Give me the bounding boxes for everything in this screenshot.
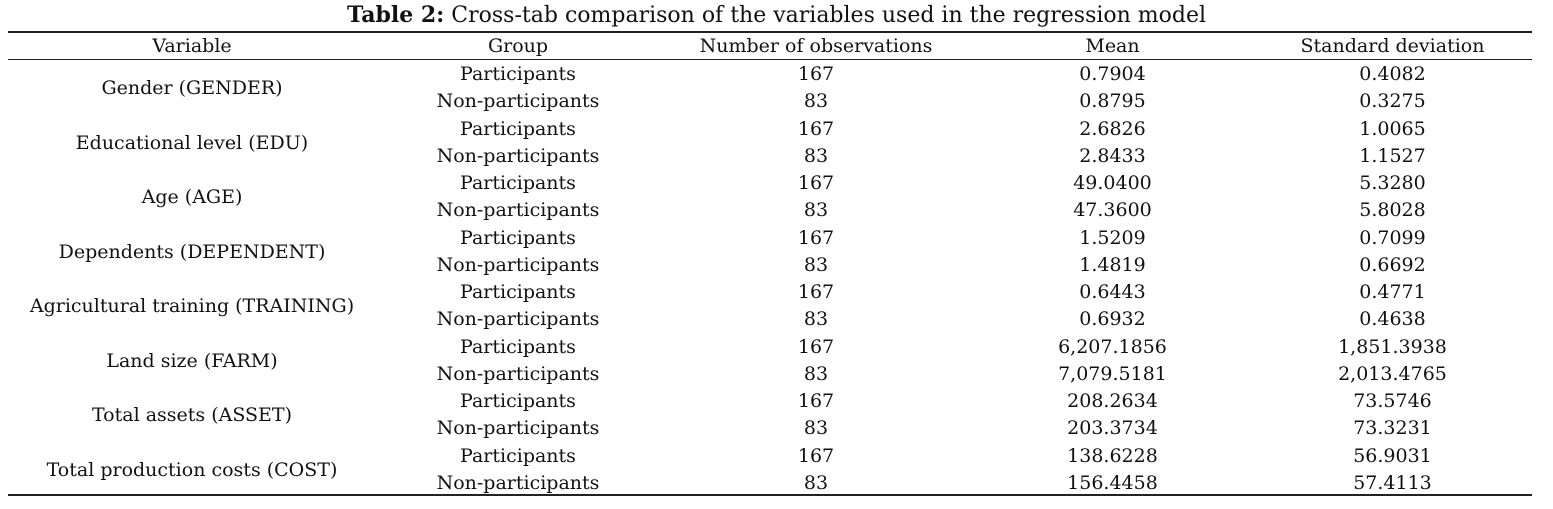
mean-cell: 47.3600 bbox=[1073, 199, 1152, 221]
column-header-observations: Number of observations bbox=[699, 35, 933, 57]
table-header-rule bbox=[8, 59, 1532, 60]
sd-cell: 1.1527 bbox=[1359, 144, 1426, 167]
observations-cell: 167 bbox=[797, 226, 835, 249]
group-cell: Participants bbox=[460, 117, 576, 140]
table-caption-text: Cross-tab comparison of the variables us… bbox=[451, 3, 1207, 28]
mean-cell: 0.6932 bbox=[1079, 308, 1146, 330]
group-cell: Non-participants bbox=[436, 90, 600, 112]
group-cell: Non-participants bbox=[436, 144, 600, 167]
group-cell: Participants bbox=[460, 172, 576, 194]
mean-cell: 0.7904 bbox=[1079, 63, 1146, 85]
mean-cell: 0.6443 bbox=[1079, 281, 1146, 303]
sd-cell: 5.8028 bbox=[1359, 199, 1426, 221]
mean-cell: 7,079.5181 bbox=[1058, 362, 1167, 385]
group-cell: Non-participants bbox=[436, 308, 600, 330]
variable-name: Age (AGE) bbox=[141, 186, 243, 208]
sd-cell: 0.4771 bbox=[1359, 281, 1426, 303]
group-cell: Participants bbox=[460, 335, 576, 358]
mean-cell: 138.6228 bbox=[1067, 444, 1158, 467]
sd-cell: 57.4113 bbox=[1353, 471, 1432, 494]
observations-cell: 167 bbox=[797, 63, 835, 85]
observations-cell: 83 bbox=[803, 144, 829, 167]
observations-cell: 167 bbox=[797, 444, 835, 467]
column-header-variable: Variable bbox=[152, 35, 232, 57]
group-cell: Non-participants bbox=[436, 362, 600, 385]
table-caption-label: Table 2: bbox=[346, 2, 445, 28]
observations-cell: 83 bbox=[803, 471, 829, 494]
observations-cell: 83 bbox=[803, 253, 829, 276]
variable-name: Educational level (EDU) bbox=[75, 131, 309, 154]
mean-cell: 2.8433 bbox=[1079, 144, 1146, 167]
column-header-sd: Standard deviation bbox=[1300, 35, 1485, 57]
observations-cell: 167 bbox=[797, 281, 835, 303]
table-caption: Table 2: Cross-tab comparison of the var… bbox=[0, 0, 1553, 30]
variable-name: Agricultural training (TRAINING) bbox=[29, 295, 355, 317]
group-cell: Participants bbox=[460, 226, 576, 249]
sd-cell: 0.6692 bbox=[1359, 253, 1426, 276]
group-cell: Non-participants bbox=[436, 253, 600, 276]
observations-cell: 83 bbox=[803, 362, 829, 385]
mean-cell: 208.2634 bbox=[1067, 390, 1158, 412]
mean-cell: 2.6826 bbox=[1079, 117, 1146, 140]
sd-cell: 0.3275 bbox=[1359, 90, 1426, 112]
column-header-group: Group bbox=[487, 35, 549, 57]
variable-name: Total production costs (COST) bbox=[46, 458, 338, 481]
table-bottom-rule bbox=[8, 494, 1532, 496]
observations-cell: 167 bbox=[797, 335, 835, 358]
sd-cell: 2,013.4765 bbox=[1338, 362, 1447, 385]
group-cell: Participants bbox=[460, 444, 576, 467]
sd-cell: 1,851.3938 bbox=[1338, 335, 1447, 358]
group-cell: Non-participants bbox=[436, 199, 600, 221]
observations-cell: 83 bbox=[803, 90, 829, 112]
mean-cell: 6,207.1856 bbox=[1058, 335, 1167, 358]
observations-cell: 167 bbox=[797, 390, 835, 412]
group-cell: Non-participants bbox=[436, 471, 600, 494]
observations-cell: 167 bbox=[797, 172, 835, 194]
group-cell: Participants bbox=[460, 281, 576, 303]
variable-name: Gender (GENDER) bbox=[101, 77, 283, 99]
group-cell: Participants bbox=[460, 63, 576, 85]
group-cell: Non-participants bbox=[436, 417, 600, 439]
mean-cell: 0.8795 bbox=[1079, 90, 1146, 112]
mean-cell: 156.4458 bbox=[1067, 471, 1158, 494]
variable-name: Land size (FARM) bbox=[106, 349, 278, 372]
sd-cell: 73.3231 bbox=[1353, 417, 1432, 439]
sd-cell: 0.4082 bbox=[1359, 63, 1426, 85]
observations-cell: 83 bbox=[803, 308, 829, 330]
table-top-rule bbox=[8, 31, 1532, 33]
mean-cell: 49.0400 bbox=[1073, 172, 1152, 194]
mean-cell: 1.5209 bbox=[1079, 226, 1146, 249]
sd-cell: 56.9031 bbox=[1353, 444, 1432, 467]
column-header-mean: Mean bbox=[1085, 35, 1140, 57]
sd-cell: 1.0065 bbox=[1359, 117, 1426, 140]
observations-cell: 83 bbox=[803, 199, 829, 221]
observations-cell: 83 bbox=[803, 417, 829, 439]
mean-cell: 1.4819 bbox=[1079, 253, 1146, 276]
group-cell: Participants bbox=[460, 390, 576, 412]
sd-cell: 0.7099 bbox=[1359, 226, 1426, 249]
variable-name: Total assets (ASSET) bbox=[91, 404, 292, 426]
sd-cell: 0.4638 bbox=[1359, 308, 1426, 330]
observations-cell: 167 bbox=[797, 117, 835, 140]
sd-cell: 5.3280 bbox=[1359, 172, 1426, 194]
sd-cell: 73.5746 bbox=[1353, 390, 1432, 412]
mean-cell: 203.3734 bbox=[1067, 417, 1158, 439]
variable-name: Dependents (DEPENDENT) bbox=[58, 240, 326, 263]
